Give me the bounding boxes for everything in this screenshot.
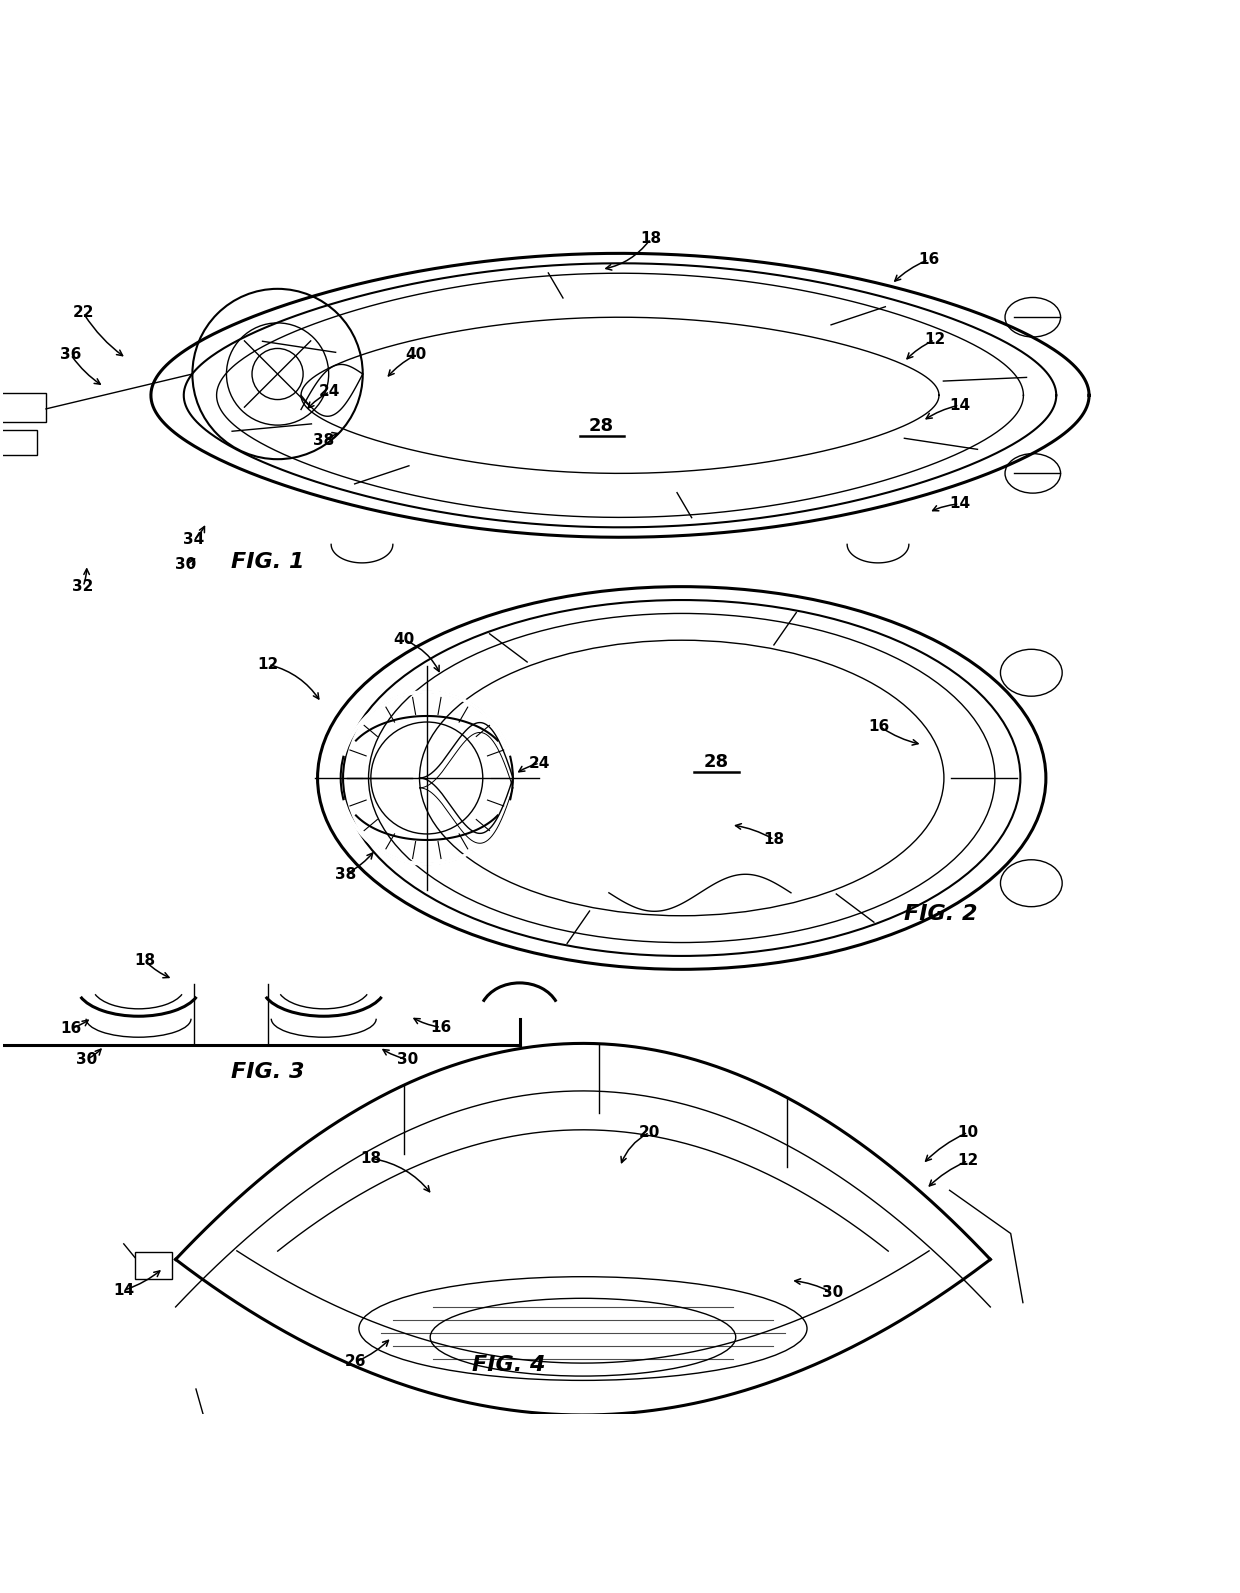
Text: 14: 14	[113, 1282, 134, 1298]
Text: 30: 30	[822, 1286, 843, 1300]
Text: 18: 18	[764, 832, 785, 847]
Text: 38: 38	[335, 867, 357, 883]
Text: 34: 34	[184, 532, 205, 548]
Bar	[0, 393, 46, 422]
Text: FIG. 1: FIG. 1	[231, 553, 305, 572]
Text: 16: 16	[868, 718, 890, 734]
Text: 16: 16	[430, 1020, 451, 1035]
Text: 14: 14	[949, 497, 970, 511]
Text: 12: 12	[924, 333, 945, 347]
Text: FIG. 2: FIG. 2	[904, 903, 977, 924]
Text: 20: 20	[639, 1125, 661, 1139]
Text: 30: 30	[175, 558, 196, 572]
Text: FIG. 3: FIG. 3	[231, 1063, 305, 1082]
Text: 12: 12	[258, 656, 279, 672]
Text: 40: 40	[393, 632, 414, 647]
Text: FIG. 4: FIG. 4	[472, 1354, 546, 1375]
Text: 36: 36	[60, 347, 82, 362]
Text: 10: 10	[957, 1125, 978, 1139]
Text: 40: 40	[405, 347, 427, 362]
Text: 28: 28	[589, 417, 614, 435]
Text: 26: 26	[345, 1354, 367, 1370]
Text: 32: 32	[72, 580, 94, 594]
Text: 30: 30	[76, 1051, 98, 1067]
Bar	[0, 430, 37, 454]
Text: 18: 18	[134, 953, 155, 969]
Text: 18: 18	[640, 231, 661, 245]
Text: 38: 38	[314, 433, 335, 449]
Text: 28: 28	[704, 753, 729, 771]
Text: 30: 30	[397, 1051, 418, 1067]
Text: 24: 24	[319, 384, 341, 400]
Text: 16: 16	[918, 252, 939, 268]
Text: 16: 16	[60, 1021, 82, 1035]
Text: 18: 18	[360, 1150, 381, 1166]
Text: 12: 12	[957, 1153, 978, 1168]
Text: 24: 24	[529, 755, 551, 771]
Bar	[135, 1252, 172, 1279]
Text: 22: 22	[72, 306, 94, 320]
Text: 14: 14	[949, 398, 970, 413]
